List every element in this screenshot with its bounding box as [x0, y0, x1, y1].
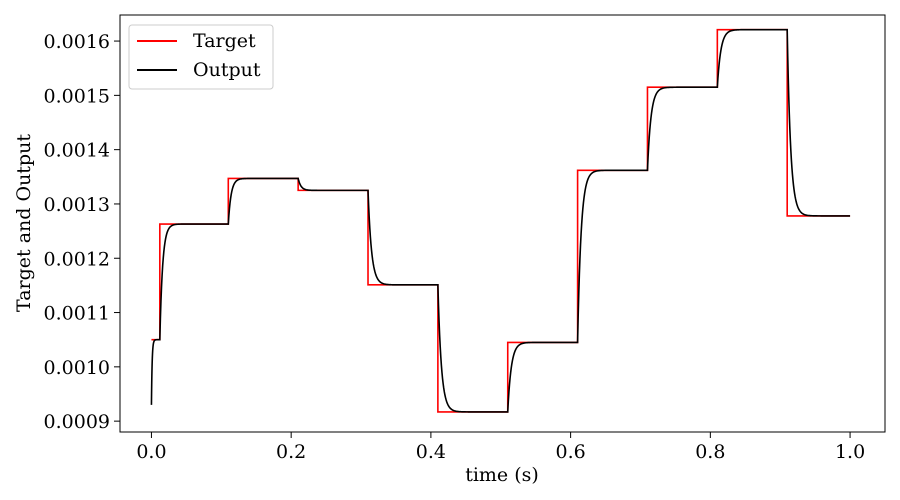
- x-tick-label: 0.8: [695, 441, 725, 463]
- y-tick-label: 0.0009: [44, 411, 110, 433]
- y-tick-label: 0.0016: [44, 31, 110, 53]
- y-tick-label: 0.0013: [44, 194, 110, 216]
- plot-series: [150, 28, 851, 413]
- y-tick-label: 0.0011: [44, 303, 110, 325]
- x-tick-label: 0.2: [276, 441, 306, 463]
- x-tick-label: 0.6: [556, 441, 586, 463]
- y-tick-label: 0.0014: [44, 140, 110, 162]
- y-tick-label: 0.0012: [44, 248, 110, 270]
- legend: Target Output: [128, 24, 274, 90]
- y-tick-label: 0.0015: [44, 85, 110, 107]
- y-axis-ticks: 0.0009 0.0010 0.0011 0.0012 0.0013 0.0014 0.00…: [44, 31, 120, 433]
- plot-frame: [119, 14, 886, 433]
- x-tick-label: 0.0: [136, 441, 166, 463]
- x-axis-ticks: 0.0 0.2 0.4 0.6 0.8 1.0: [136, 432, 865, 463]
- x-tick-label: 0.4: [416, 441, 446, 463]
- x-axis-label: time (s): [465, 464, 539, 486]
- x-tick-label: 1.0: [835, 441, 865, 463]
- legend-label-output: Output: [193, 59, 261, 81]
- y-axis-label: Target and Output: [13, 134, 35, 312]
- y-tick-label: 0.0010: [44, 357, 110, 379]
- legend-label-target: Target: [193, 30, 256, 52]
- series-line-output: [150, 28, 851, 413]
